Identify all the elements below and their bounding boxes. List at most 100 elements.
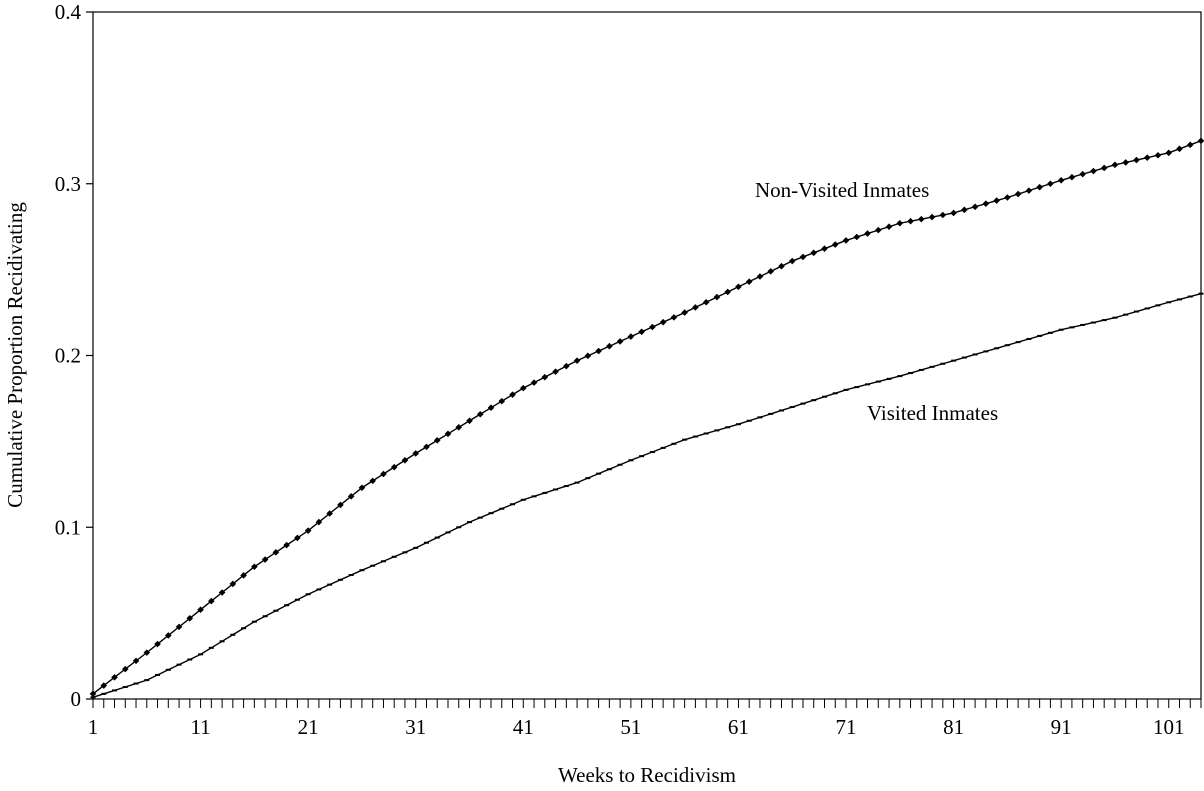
data-point-marker: [885, 223, 893, 230]
data-point-marker: [1143, 154, 1151, 161]
data-point-marker: [208, 597, 215, 605]
data-point-marker: [842, 237, 850, 244]
y-tick-label: 0.3: [55, 172, 81, 196]
data-point-marker: [186, 614, 194, 622]
series-label-non-visited: Non-Visited Inmates: [755, 178, 929, 202]
data-point-marker: [971, 203, 979, 211]
data-point-marker: [218, 589, 226, 596]
data-point-marker: [337, 501, 344, 509]
x-tick-label: 51: [620, 715, 641, 739]
data-point-marker: [778, 262, 785, 270]
data-point-marker: [573, 357, 581, 364]
data-point-marker: [401, 456, 409, 464]
data-point-marker: [315, 518, 323, 526]
data-point-marker: [412, 450, 420, 457]
data-point-marker: [831, 241, 839, 248]
data-point-marker: [982, 200, 990, 207]
data-point-marker: [606, 342, 613, 350]
data-point-marker: [369, 477, 376, 485]
data-point-marker: [1165, 149, 1173, 157]
data-point-marker: [692, 304, 699, 311]
x-tick-label: 81: [943, 715, 964, 739]
data-point-marker: [810, 249, 818, 257]
data-point-marker: [670, 314, 678, 321]
data-point-marker: [89, 690, 97, 698]
data-point-marker: [358, 484, 366, 492]
data-point-marker: [864, 230, 871, 237]
data-point-marker: [111, 674, 118, 681]
data-point-marker: [165, 632, 172, 639]
data-point-marker: [552, 368, 559, 375]
x-axis-label: Weeks to Recidivism: [558, 763, 736, 787]
data-point-marker: [1154, 151, 1162, 159]
data-point-marker: [563, 362, 570, 370]
data-point-marker: [595, 347, 602, 355]
data-point-marker: [874, 226, 882, 234]
y-tick-label: 0.1: [55, 515, 81, 539]
data-point-marker: [702, 298, 710, 306]
data-point-marker: [1100, 164, 1108, 172]
series-label-visited: Visited Inmates: [867, 401, 998, 425]
data-point-marker: [487, 404, 495, 412]
data-point-marker: [154, 640, 161, 648]
data-point-marker: [455, 423, 463, 431]
x-tick-label: 91: [1051, 715, 1072, 739]
data-point-marker: [1014, 190, 1022, 198]
data-point-marker: [251, 563, 258, 571]
data-point-marker: [390, 463, 398, 471]
data-point-marker: [197, 606, 204, 613]
data-point-marker: [1197, 137, 1204, 145]
x-tick-label: 31: [405, 715, 426, 739]
data-point-marker: [961, 206, 968, 214]
data-point-marker: [1186, 141, 1194, 149]
data-point-marker: [347, 493, 355, 500]
data-point-marker: [745, 278, 753, 285]
data-point-marker: [724, 288, 731, 296]
x-tick-label: 21: [298, 715, 319, 739]
data-point-marker: [756, 273, 764, 280]
data-point-marker: [272, 549, 280, 556]
data-point-marker: [799, 253, 807, 261]
data-point-marker: [1111, 161, 1119, 169]
x-tick-label: 41: [513, 715, 534, 739]
data-point-marker: [993, 197, 1000, 204]
data-point-marker: [143, 649, 151, 656]
data-point-marker: [423, 443, 430, 451]
data-point-marker: [1079, 170, 1086, 178]
x-tick-label: 11: [190, 715, 210, 739]
data-point-marker: [1057, 177, 1065, 184]
data-point-marker: [1047, 180, 1054, 188]
data-point-marker: [121, 665, 129, 673]
data-point-marker: [380, 470, 387, 478]
y-tick-label: 0: [71, 687, 82, 711]
series-line: [92, 292, 1202, 698]
x-tick-label: 61: [728, 715, 749, 739]
data-point-marker: [283, 541, 290, 549]
data-point-marker: [433, 437, 441, 444]
data-point-marker: [132, 657, 140, 665]
data-point-marker: [950, 209, 957, 217]
data-point-marker: [261, 556, 269, 563]
series-line: [92, 140, 1202, 695]
y-tick-label: 0.2: [55, 344, 81, 368]
data-point-marker: [1176, 145, 1183, 153]
x-tick-label: 71: [836, 715, 857, 739]
x-tick-label: 101: [1153, 715, 1185, 739]
data-point-marker: [519, 384, 527, 392]
data-point-marker: [853, 233, 861, 241]
data-point-marker: [939, 211, 947, 219]
data-point-marker: [638, 328, 645, 336]
data-point-marker: [100, 682, 108, 689]
data-point-marker: [240, 572, 247, 579]
x-tick-label: 1: [88, 715, 99, 739]
data-point-marker: [444, 430, 452, 438]
data-point-marker: [713, 293, 721, 301]
data-point-marker: [498, 397, 506, 405]
data-point-marker: [175, 623, 183, 631]
plot-area: [92, 11, 1202, 700]
data-point-marker: [821, 245, 828, 252]
data-point-marker: [304, 527, 312, 534]
data-point-marker: [294, 534, 301, 542]
data-point-marker: [907, 217, 914, 225]
